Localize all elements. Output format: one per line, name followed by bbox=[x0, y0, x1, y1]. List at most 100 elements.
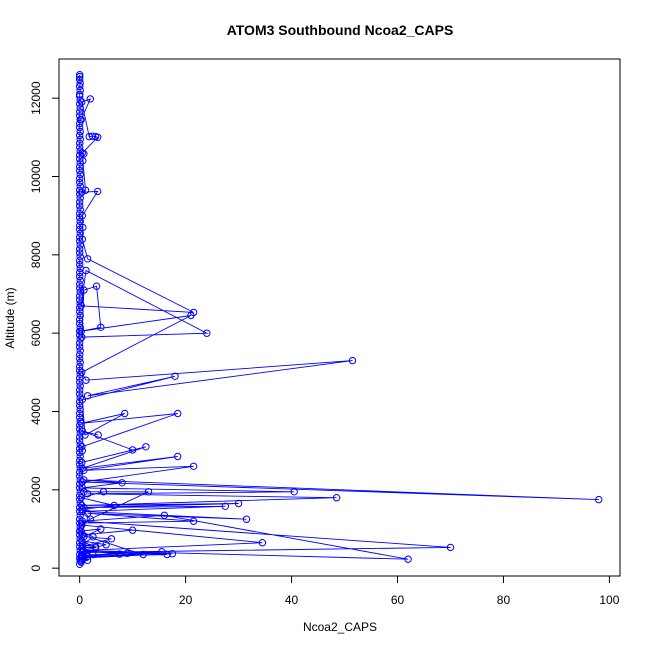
data-point bbox=[76, 405, 84, 414]
data-point bbox=[91, 542, 100, 551]
chart-title: ATOM3 Southbound Ncoa2_CAPS bbox=[227, 22, 454, 38]
data-point bbox=[79, 541, 87, 549]
data-point bbox=[94, 133, 102, 142]
data-point bbox=[115, 550, 124, 558]
data-point bbox=[76, 112, 84, 120]
data-point bbox=[189, 517, 198, 525]
data-point bbox=[76, 163, 84, 171]
data-point bbox=[76, 79, 84, 88]
data-point bbox=[76, 476, 84, 484]
data-point bbox=[76, 484, 84, 492]
x-axis: 0 20 40 60 80 100 bbox=[76, 575, 620, 607]
data-point bbox=[77, 558, 85, 566]
x-tick-label: 60 bbox=[391, 593, 405, 607]
data-point bbox=[76, 382, 84, 390]
data-point bbox=[174, 452, 182, 461]
data-point bbox=[78, 188, 86, 196]
data-point bbox=[76, 249, 84, 257]
series-line bbox=[80, 98, 353, 451]
data-point bbox=[76, 272, 84, 281]
data-point bbox=[76, 166, 84, 175]
data-point bbox=[78, 368, 86, 376]
data-point bbox=[79, 223, 87, 232]
data-point bbox=[77, 419, 85, 427]
data-point bbox=[76, 280, 84, 288]
data-point bbox=[78, 537, 86, 545]
data-point bbox=[76, 409, 84, 418]
data-point bbox=[76, 108, 84, 116]
data-point bbox=[77, 327, 85, 335]
y-tick-label: 6000 bbox=[29, 319, 43, 346]
data-point bbox=[332, 494, 341, 502]
data-point bbox=[76, 202, 84, 210]
data-point bbox=[171, 372, 179, 380]
data-point bbox=[86, 95, 95, 103]
data-point bbox=[77, 302, 85, 310]
data-point bbox=[99, 488, 108, 496]
data-point bbox=[290, 488, 298, 496]
series-layer bbox=[76, 71, 603, 568]
data-point bbox=[78, 554, 87, 563]
data-point bbox=[89, 533, 97, 541]
data-point bbox=[82, 266, 90, 275]
data-point bbox=[76, 198, 84, 206]
data-point bbox=[78, 544, 87, 553]
data-point bbox=[80, 466, 88, 474]
x-tick-label: 100 bbox=[599, 593, 619, 607]
data-point bbox=[76, 319, 84, 328]
data-point bbox=[76, 472, 84, 480]
data-point bbox=[81, 186, 90, 194]
data-point bbox=[128, 526, 137, 534]
data-point bbox=[76, 131, 84, 140]
data-point bbox=[78, 507, 87, 516]
data-point bbox=[83, 255, 92, 263]
data-point bbox=[76, 178, 84, 187]
data-point bbox=[80, 503, 88, 512]
data-point bbox=[77, 116, 85, 124]
data-point bbox=[76, 260, 84, 269]
data-point bbox=[88, 132, 97, 140]
data-point bbox=[80, 150, 88, 158]
data-point bbox=[142, 443, 150, 451]
data-point bbox=[76, 370, 84, 378]
data-point bbox=[76, 135, 84, 144]
data-point bbox=[76, 347, 84, 355]
data-point bbox=[189, 462, 198, 470]
data-point bbox=[234, 499, 243, 508]
data-point bbox=[76, 335, 84, 343]
data-point bbox=[94, 431, 102, 439]
data-point bbox=[76, 343, 84, 351]
y-tick-label: 0 bbox=[29, 565, 43, 572]
data-point bbox=[76, 245, 84, 253]
data-point bbox=[76, 323, 84, 331]
data-point bbox=[80, 533, 88, 541]
data-point bbox=[78, 235, 87, 243]
series-line bbox=[79, 528, 173, 563]
data-point bbox=[76, 311, 84, 320]
data-point bbox=[83, 509, 92, 517]
data-point bbox=[78, 212, 87, 220]
x-axis-label: Ncoa2_CAPS bbox=[303, 620, 377, 634]
data-point bbox=[76, 186, 84, 194]
data-point bbox=[76, 535, 84, 543]
series-line bbox=[80, 430, 599, 560]
data-point bbox=[144, 488, 153, 496]
data-point bbox=[80, 286, 88, 294]
data-point bbox=[102, 541, 110, 549]
x-tick-label: 80 bbox=[497, 593, 511, 607]
data-point bbox=[76, 351, 84, 359]
data-point bbox=[76, 468, 84, 476]
data-point bbox=[348, 356, 357, 365]
data-point bbox=[78, 427, 87, 435]
data-point bbox=[446, 543, 455, 552]
data-point bbox=[92, 282, 101, 290]
data-point bbox=[78, 464, 87, 472]
data-point bbox=[404, 555, 412, 563]
data-point bbox=[76, 139, 84, 147]
data-point bbox=[77, 494, 85, 502]
data-point bbox=[76, 96, 84, 104]
data-point bbox=[78, 98, 86, 106]
data-point bbox=[76, 75, 84, 84]
data-point bbox=[168, 550, 177, 558]
